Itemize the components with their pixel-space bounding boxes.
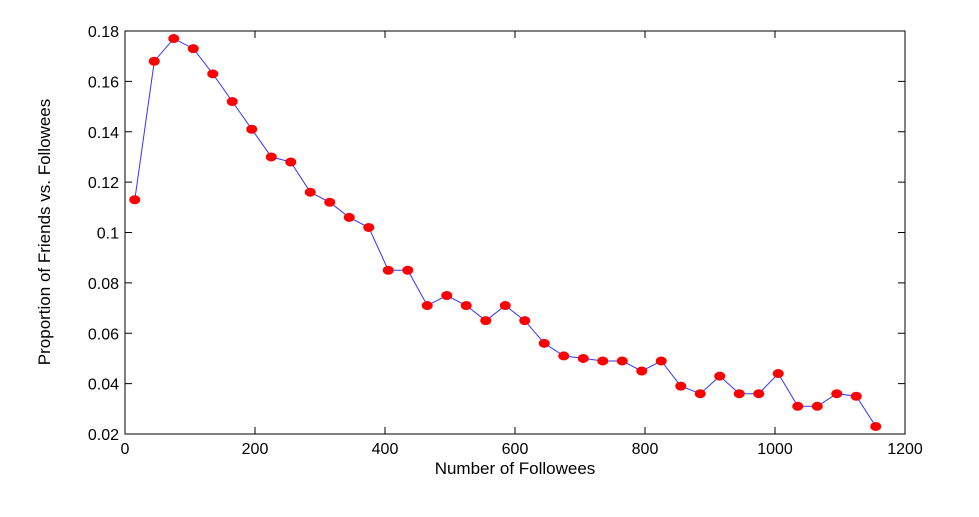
data-point bbox=[285, 157, 297, 167]
x-tick-label: 600 bbox=[502, 441, 529, 458]
y-tick-label: 0.18 bbox=[88, 24, 119, 41]
y-tick-label: 0.08 bbox=[88, 276, 119, 293]
x-tick-label: 0 bbox=[121, 441, 130, 458]
data-point bbox=[187, 44, 199, 54]
data-point bbox=[363, 222, 375, 232]
data-point bbox=[675, 381, 687, 391]
data-point bbox=[636, 366, 648, 376]
data-point bbox=[733, 389, 745, 399]
x-tick-label: 400 bbox=[372, 441, 399, 458]
data-point bbox=[207, 69, 219, 79]
data-point bbox=[168, 34, 180, 44]
data-point bbox=[265, 152, 277, 162]
x-tick-label: 1000 bbox=[757, 441, 793, 458]
y-tick-label: 0.12 bbox=[88, 175, 119, 192]
plot-frame bbox=[124, 30, 906, 435]
data-point bbox=[246, 124, 258, 134]
data-point bbox=[714, 371, 726, 381]
data-point bbox=[148, 56, 160, 66]
y-tick-label: 0.1 bbox=[97, 226, 119, 243]
y-tick-label: 0.04 bbox=[88, 377, 119, 394]
data-point bbox=[577, 353, 589, 363]
data-point bbox=[226, 97, 238, 107]
data-point bbox=[421, 301, 433, 311]
data-point bbox=[538, 338, 550, 348]
data-point bbox=[655, 356, 667, 366]
data-point bbox=[597, 356, 609, 366]
y-tick-label: 0.16 bbox=[88, 74, 119, 91]
series-markers bbox=[129, 34, 882, 431]
data-point bbox=[460, 301, 472, 311]
x-tick-label: 800 bbox=[632, 441, 659, 458]
data-point bbox=[324, 197, 336, 207]
axis-ticks bbox=[124, 30, 906, 435]
data-point bbox=[792, 401, 804, 411]
y-axis-label: Proportion of Friends vs. Followees bbox=[35, 99, 54, 365]
y-tick-label: 0.06 bbox=[88, 326, 119, 343]
data-point bbox=[304, 187, 316, 197]
data-point bbox=[343, 212, 355, 222]
data-point bbox=[402, 265, 414, 275]
x-tick-label: 1200 bbox=[887, 441, 923, 458]
series-line bbox=[134, 37, 877, 427]
data-point bbox=[480, 316, 492, 326]
data-point bbox=[382, 265, 394, 275]
data-point bbox=[519, 316, 531, 326]
y-tick-label: 0.14 bbox=[88, 125, 119, 142]
data-point bbox=[772, 369, 784, 379]
data-point bbox=[558, 351, 570, 361]
data-point bbox=[831, 389, 843, 399]
data-point bbox=[850, 391, 862, 401]
data-point bbox=[499, 301, 511, 311]
data-point bbox=[441, 290, 453, 300]
x-axis-label: Number of Followees bbox=[435, 459, 596, 478]
data-point bbox=[129, 195, 141, 205]
y-tick-label: 0.02 bbox=[88, 427, 119, 444]
data-point bbox=[811, 401, 823, 411]
data-point bbox=[870, 421, 882, 431]
data-point bbox=[753, 389, 765, 399]
data-point bbox=[694, 389, 706, 399]
x-tick-label: 200 bbox=[242, 441, 269, 458]
data-point bbox=[616, 356, 628, 366]
y-tick-labels: 0.02 0.04 0.06 0.08 0.1 0.12 0.14 0.16 0.18 bbox=[88, 24, 119, 444]
x-tick-labels: 0 200 400 600 800 1000 1200 bbox=[121, 441, 923, 458]
